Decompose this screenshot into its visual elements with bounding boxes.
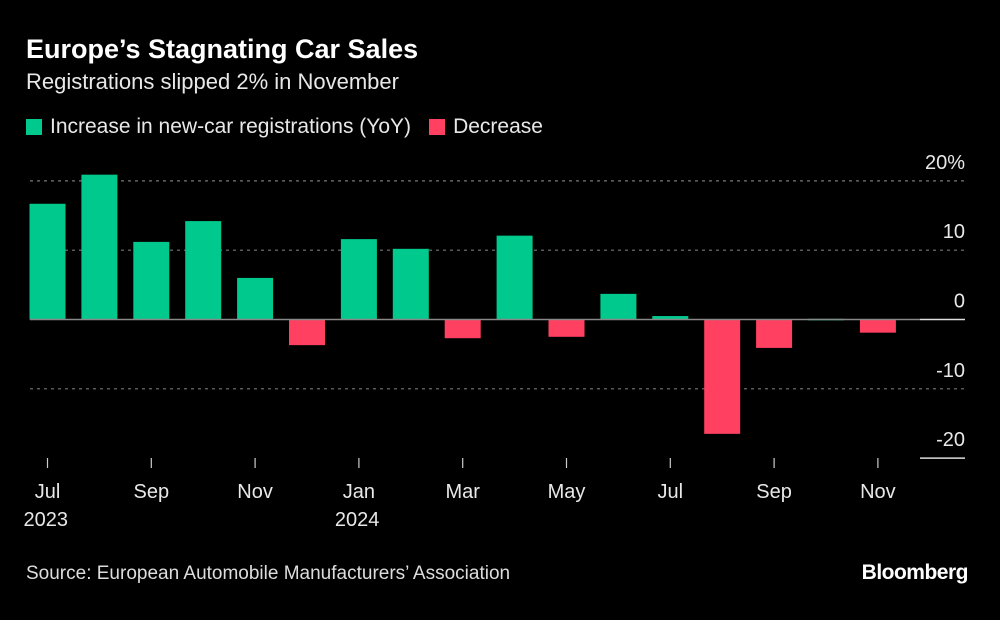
bloomberg-logo: Bloomberg (861, 561, 969, 584)
bar-feb-2024 (392, 248, 429, 320)
legend-item-decrease: Decrease (429, 115, 543, 139)
legend-swatch-increase (26, 119, 42, 135)
x-tick-label: Jan (343, 481, 375, 503)
bar-jun-2024 (600, 293, 637, 320)
bar-nov-2024 (859, 319, 896, 333)
x-tick-year: 2024 (335, 509, 380, 531)
bar-may-2024 (548, 319, 585, 337)
bar-apr-2024 (496, 235, 533, 320)
bar-jan-2024 (340, 239, 377, 320)
bar-jul-2023 (29, 203, 66, 320)
bar-nov-2023 (237, 277, 274, 320)
y-tick-label: 0 (954, 291, 965, 313)
x-tick-label: Jul (658, 481, 684, 503)
x-tick-label: Sep (134, 481, 170, 503)
legend-item-increase: Increase in new-car registrations (YoY) (26, 115, 411, 139)
chart-title: Europe’s Stagnating Car Sales (26, 34, 419, 64)
x-tick-label: Nov (237, 481, 273, 503)
bar-aug-2024 (704, 319, 741, 434)
bar-aug-2023 (81, 174, 118, 320)
y-tick-label: -20 (936, 429, 965, 451)
x-tick-label: Nov (860, 481, 896, 503)
x-tick-label: Jul (35, 481, 61, 503)
y-tick-label: -10 (936, 360, 965, 382)
bar-jul-2024 (652, 316, 689, 320)
bar-sep-2023 (133, 241, 170, 320)
x-tick-label: Sep (756, 481, 792, 503)
legend-label-increase: Increase in new-car registrations (YoY) (50, 115, 412, 138)
legend-swatch-decrease (429, 119, 446, 135)
x-tick-year: 2023 (24, 509, 69, 531)
legend-label-decrease: Decrease (453, 115, 543, 138)
y-tick-label: 10 (943, 221, 965, 243)
x-tick-label: May (548, 481, 586, 503)
source-note: Source: European Automobile Manufacturer… (26, 563, 511, 584)
y-tick-label: 20% (925, 152, 965, 174)
bar-sep-2024 (756, 319, 793, 348)
chart-subtitle: Registrations slipped 2% in November (26, 69, 399, 94)
bar-dec-2023 (289, 319, 325, 346)
bar-mar-2024 (444, 319, 481, 339)
bar-oct-2023 (185, 221, 222, 320)
x-tick-label: Mar (445, 481, 480, 503)
legend: Increase in new-car registrations (YoY) … (26, 115, 561, 139)
